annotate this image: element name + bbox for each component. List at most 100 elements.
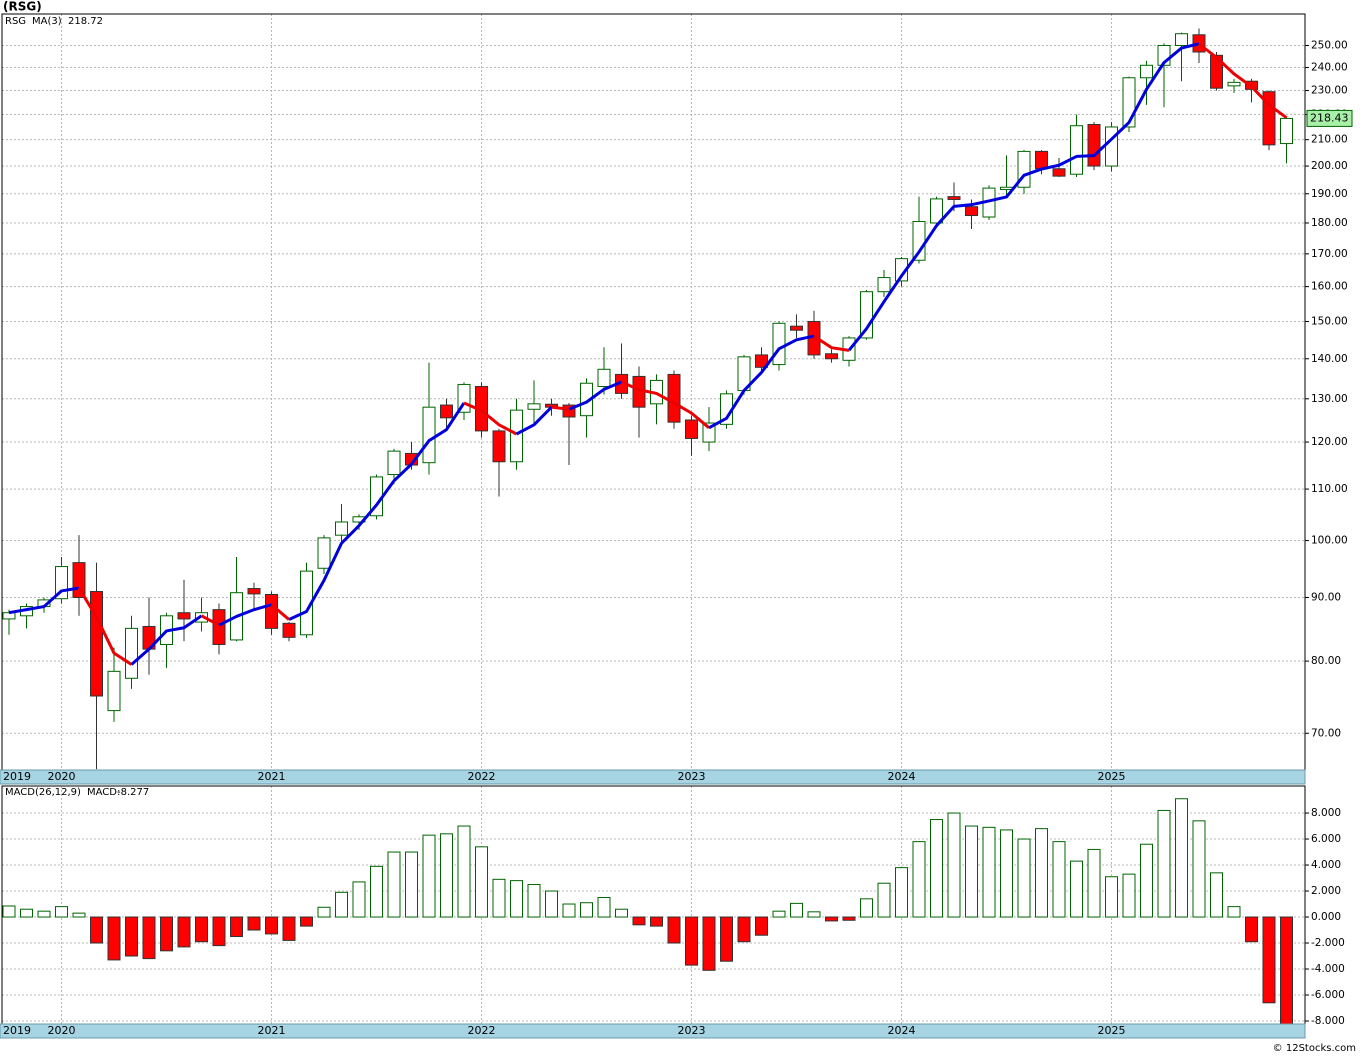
macd-bar: [422, 834, 436, 918]
candle-body: [265, 593, 278, 629]
macd-bar: [720, 916, 733, 962]
ma-line: [847, 42, 1200, 352]
candle-body: [492, 430, 506, 463]
y-tick-label: 100.00: [1311, 535, 1348, 547]
candle-body: [1227, 81, 1241, 87]
footer: © 12Stocks.com: [1273, 1043, 1356, 1054]
x-tick-label: 2020: [48, 770, 76, 783]
macd-bar: [562, 903, 576, 918]
candle-body: [2, 612, 16, 620]
macd-bar: [142, 916, 156, 960]
x-tick-label: 2025: [1098, 1024, 1126, 1037]
candle-body: [510, 409, 523, 463]
candle-body: [772, 322, 786, 366]
macd-bar: [1070, 860, 1083, 918]
y-tick-label: 180.00: [1311, 217, 1348, 229]
y-tick-label: 6.000: [1311, 833, 1341, 845]
macd-bar: [1017, 838, 1031, 918]
macd-bar: [90, 916, 103, 944]
date-strip: [0, 1023, 1306, 1039]
macd-bar: [982, 826, 996, 918]
candle-body: [877, 277, 891, 293]
macd-bar: [1157, 809, 1171, 918]
x-tick-label: 2021: [258, 1024, 286, 1037]
candle-body: [1087, 123, 1101, 167]
macd-bar: [1000, 829, 1013, 918]
candle-body: [755, 354, 768, 368]
macd-bar: [300, 916, 313, 927]
candle-body: [317, 537, 331, 569]
y-tick-label: 90.00: [1311, 591, 1341, 603]
candle-body: [125, 627, 138, 679]
candle-body: [1035, 150, 1048, 170]
ma-line: [130, 614, 203, 666]
ma-line: [77, 587, 133, 666]
candle-body: [282, 622, 296, 638]
candle-body: [562, 404, 576, 418]
macd-bar: [685, 916, 698, 966]
macd-bar: [55, 906, 68, 918]
candle-body: [1105, 126, 1118, 167]
x-tick-label: 2022: [468, 1024, 496, 1037]
macd-bar: [160, 916, 173, 952]
macd-bar: [877, 882, 891, 918]
macd-bar: [37, 910, 51, 918]
ma-line: [568, 380, 623, 411]
macd-bar: [1035, 828, 1048, 918]
macd-bar: [1140, 843, 1153, 918]
macd-bar: [177, 916, 191, 948]
y-tick-label: 8.000: [1311, 807, 1341, 819]
macd-bar: [20, 908, 33, 918]
candle-body: [1052, 168, 1066, 177]
macd-bar: [1280, 916, 1293, 1026]
y-tick-label: 250.00: [1311, 39, 1348, 51]
macd-bar: [737, 916, 751, 943]
macd-bar: [1227, 906, 1241, 918]
candle-body: [825, 353, 838, 360]
macd-bar: [912, 841, 926, 918]
macd-bar: [72, 912, 86, 918]
y-tick-label: -4.000: [1311, 963, 1345, 975]
macd-bar: [790, 902, 803, 918]
y-tick-label: 110.00: [1311, 483, 1348, 495]
candle-body: [597, 368, 611, 387]
x-tick-label: 2025: [1098, 770, 1126, 783]
y-tick-label: 0.000: [1311, 911, 1341, 923]
y-tick-label: -8.000: [1311, 1015, 1345, 1027]
ma-line: [288, 402, 466, 621]
candle-body: [387, 450, 401, 476]
macd-bar: [107, 916, 121, 961]
macd-bar: [282, 916, 296, 941]
macd-bar: [965, 825, 978, 918]
y-tick-label: 240.00: [1311, 62, 1348, 74]
x-tick-label: 2023: [678, 770, 706, 783]
macd-bar: [125, 916, 138, 957]
macd-bar: [387, 851, 401, 918]
macd-bar: [440, 833, 453, 918]
macd-bar: [930, 819, 943, 918]
y-tick-label: 120.00: [1311, 436, 1348, 448]
y-tick-label: 2.000: [1311, 885, 1341, 897]
x-tick-label: 2019: [3, 1024, 31, 1037]
macd-bar: [860, 898, 873, 918]
x-tick-label: 2020: [48, 1024, 76, 1037]
y-tick-label: 150.00: [1311, 315, 1348, 327]
legend-value-name: MACD:: [87, 787, 120, 798]
macd-bar: [1262, 916, 1276, 1004]
macd-bar: [1245, 916, 1258, 943]
legend-symbol: RSG: [5, 16, 26, 27]
candle-body: [947, 196, 961, 200]
macd-bar: [457, 825, 471, 918]
macd-bar: [632, 916, 646, 926]
candle-body: [790, 325, 803, 331]
macd-bar: [212, 916, 226, 947]
macd-bar: [755, 916, 768, 936]
candle-body: [1210, 54, 1223, 89]
x-tick-label: 2022: [468, 770, 496, 783]
candle-body: [527, 403, 541, 410]
y-tick-label: 70.00: [1311, 727, 1341, 739]
legend-ma-name: MA(3): [32, 16, 62, 27]
y-tick-label: 140.00: [1311, 353, 1348, 365]
